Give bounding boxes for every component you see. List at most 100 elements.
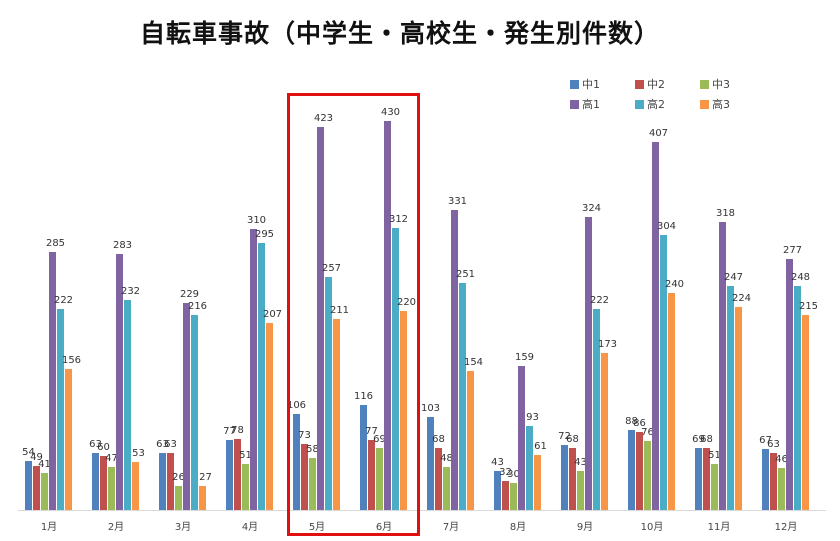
legend-label: 高1 [582, 98, 600, 111]
x-tick-label: 5月 [308, 522, 326, 533]
data-label: 43 [574, 457, 587, 469]
legend-swatch-icon [700, 99, 709, 109]
data-label: 430 [380, 106, 401, 118]
data-label: 30 [507, 468, 520, 480]
data-label: 78 [231, 425, 244, 437]
bar [786, 259, 793, 510]
bar [242, 463, 249, 510]
data-label: 224 [731, 293, 752, 305]
data-label: 312 [388, 213, 409, 225]
x-tick-label: 9月 [576, 522, 594, 533]
data-label: 295 [254, 229, 275, 241]
bar [41, 472, 48, 510]
x-tick-label: 8月 [509, 522, 527, 533]
bar [711, 463, 718, 510]
data-label: 318 [715, 208, 736, 220]
highlight-box-may-june [287, 93, 420, 536]
data-label: 63 [767, 438, 780, 450]
data-label: 222 [589, 295, 610, 307]
data-label: 423 [313, 113, 334, 125]
bar [526, 425, 533, 510]
bar [384, 120, 391, 510]
legend-swatch-icon [635, 79, 644, 89]
bar [534, 454, 541, 510]
bar [124, 300, 131, 510]
data-label: 61 [534, 440, 547, 452]
data-label: 304 [656, 220, 677, 232]
x-axis-line [18, 510, 826, 511]
bar [325, 277, 332, 510]
bar [628, 430, 635, 510]
data-label: 63 [89, 438, 102, 450]
data-label: 229 [179, 288, 200, 300]
data-label: 27 [199, 471, 212, 483]
data-label: 251 [455, 268, 476, 280]
bar [435, 448, 442, 510]
bar [368, 440, 375, 510]
bar [266, 322, 273, 510]
bar [644, 441, 651, 510]
legend-item: 高2 [635, 96, 665, 112]
data-label: 68 [432, 434, 445, 446]
data-label: 72 [558, 430, 571, 442]
data-label: 257 [321, 263, 342, 275]
bar [770, 452, 777, 510]
data-label: 32 [499, 467, 512, 479]
data-label: 63 [164, 438, 177, 450]
bar [451, 210, 458, 510]
data-label: 232 [120, 286, 141, 298]
bar [719, 222, 726, 510]
bar [695, 447, 702, 510]
data-label: 60 [97, 441, 110, 453]
bar [668, 292, 675, 510]
bar [108, 467, 115, 510]
data-label: 51 [708, 449, 721, 461]
bar [802, 315, 809, 510]
legend-swatch-icon [570, 99, 579, 109]
bar [132, 462, 139, 510]
bar [427, 416, 434, 510]
bar [360, 405, 367, 510]
data-label: 173 [597, 339, 618, 351]
data-label: 93 [526, 411, 539, 423]
data-label: 331 [447, 196, 468, 208]
legend-label: 中3 [712, 78, 730, 91]
bar [333, 319, 340, 510]
data-label: 69 [373, 433, 386, 445]
legend-swatch-icon [700, 79, 709, 89]
bar [175, 486, 182, 510]
bar [92, 452, 99, 510]
bar [652, 141, 659, 510]
data-label: 88 [625, 416, 638, 428]
data-label: 48 [440, 452, 453, 464]
bar [25, 461, 32, 510]
x-tick-label: 3月 [174, 522, 192, 533]
bar [376, 447, 383, 510]
data-label: 67 [759, 435, 772, 447]
bar [49, 252, 56, 510]
bar [116, 253, 123, 510]
data-label: 106 [286, 400, 307, 412]
legend-label: 高2 [647, 98, 665, 111]
data-label: 248 [790, 271, 811, 283]
data-label: 49 [30, 451, 43, 463]
x-tick-label: 4月 [241, 522, 259, 533]
bar [293, 414, 300, 510]
bar [183, 302, 190, 510]
bar [33, 465, 40, 510]
data-label: 220 [396, 296, 417, 308]
x-tick-label: 10月 [640, 522, 664, 533]
bar [494, 471, 501, 510]
data-label: 216 [187, 300, 208, 312]
bar [65, 368, 72, 510]
legend-item: 高1 [570, 96, 600, 112]
data-label: 41 [38, 458, 51, 470]
bar [518, 366, 525, 510]
data-label: 63 [156, 438, 169, 450]
data-label: 77 [223, 426, 236, 438]
bar [660, 234, 667, 510]
data-label: 154 [463, 356, 484, 368]
bar [226, 440, 233, 510]
data-label: 76 [641, 427, 654, 439]
